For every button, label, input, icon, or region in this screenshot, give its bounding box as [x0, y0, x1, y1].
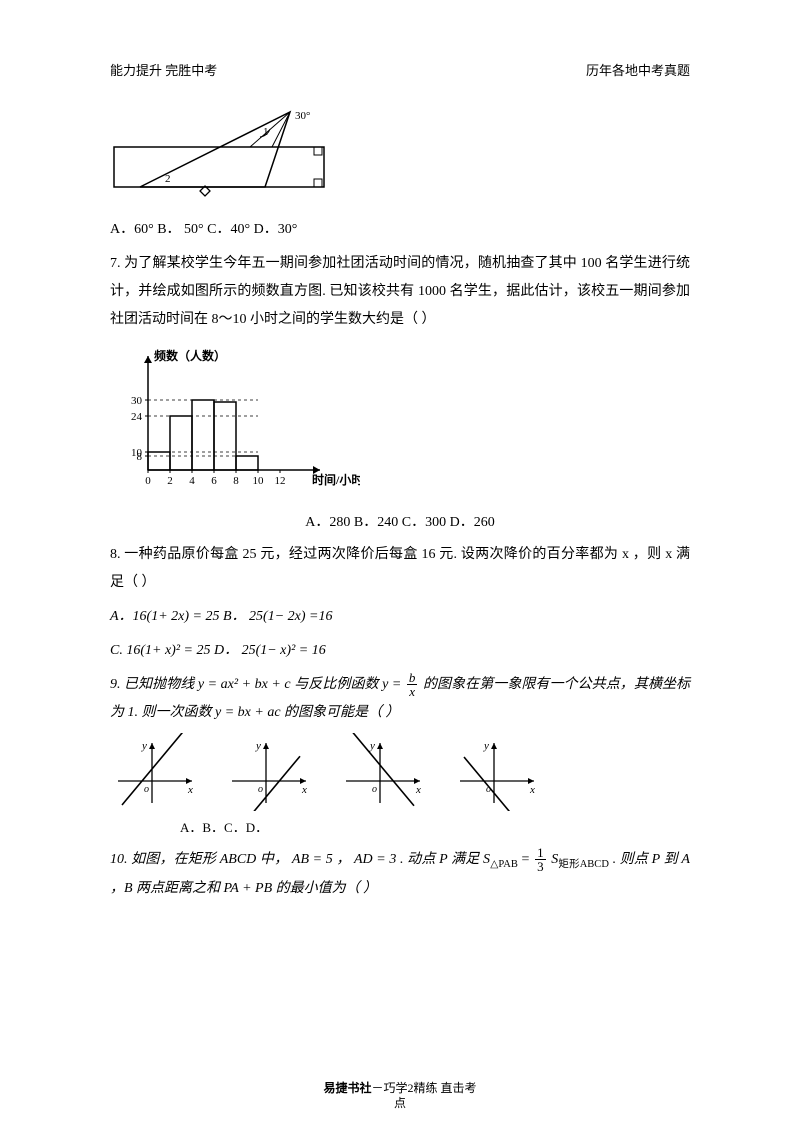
svg-text:x: x: [529, 784, 535, 796]
svg-text:时间/小时: 时间/小时: [312, 472, 360, 487]
q9-text: 9. 已知抛物线 y = ax² + bx + c 与反比例函数 y = b x…: [110, 671, 690, 727]
svg-text:y: y: [483, 740, 489, 752]
svg-text:12: 12: [275, 475, 286, 487]
svg-text:6: 6: [211, 475, 217, 487]
svg-text:2: 2: [165, 173, 171, 185]
svg-text:8: 8: [233, 475, 239, 487]
svg-text:30°: 30°: [295, 110, 310, 122]
q9-mini-charts: y x o y x o y x o y x o: [110, 733, 690, 811]
svg-text:o: o: [486, 784, 491, 795]
svg-text:o: o: [372, 784, 377, 795]
q8-options-ab: A．16(1+ 2x) = 25 B． 25(1− 2x) =16: [110, 603, 690, 631]
q6-options: A．60° B． 50° C．40° D．30°: [110, 216, 690, 244]
svg-text:x: x: [301, 784, 307, 796]
svg-text:o: o: [144, 784, 149, 795]
svg-text:10: 10: [131, 447, 143, 459]
svg-text:4: 4: [189, 475, 195, 487]
svg-text:10: 10: [253, 475, 265, 487]
q10-text: 10. 如图，在矩形 ABCD 中， AB = 5 ， AD = 3 . 动点 …: [110, 846, 690, 903]
header-right: 历年各地中考真题: [586, 60, 690, 79]
q7-options: A．280 B．240 C．300 D．260: [110, 511, 690, 531]
svg-text:频数（人数）: 频数（人数）: [154, 348, 226, 363]
svg-text:24: 24: [131, 411, 143, 423]
svg-text:y: y: [141, 740, 147, 752]
svg-text:1: 1: [263, 126, 269, 138]
svg-text:x: x: [415, 784, 421, 796]
q9-choice-labels: A．B．C．D．: [180, 817, 690, 836]
q7-text: 7. 为了解某校学生今年五一期间参加社团活动时间的情况，随机抽查了其中 100 …: [110, 250, 690, 334]
figure-triangle-ruler: 30° 1 2: [110, 107, 690, 202]
svg-text:y: y: [369, 740, 375, 752]
figure-histogram: 8102430024681012频数（人数）时间/小时: [110, 342, 690, 497]
svg-text:o: o: [258, 784, 263, 795]
page-footer: 易捷书社－巧学2精练 直击考 点: [0, 1081, 800, 1112]
header-left: 能力提升 完胜中考: [110, 60, 217, 79]
svg-text:x: x: [187, 784, 193, 796]
svg-text:0: 0: [145, 475, 151, 487]
svg-text:2: 2: [167, 475, 173, 487]
svg-text:30: 30: [131, 395, 143, 407]
q8-text: 8. 一种药品原价每盒 25 元，经过两次降价后每盒 16 元. 设两次降价的百…: [110, 541, 690, 597]
svg-text:y: y: [255, 740, 261, 752]
q8-options-cd: C. 16(1+ x)² = 25 D． 25(1− x)² = 16: [110, 637, 690, 665]
